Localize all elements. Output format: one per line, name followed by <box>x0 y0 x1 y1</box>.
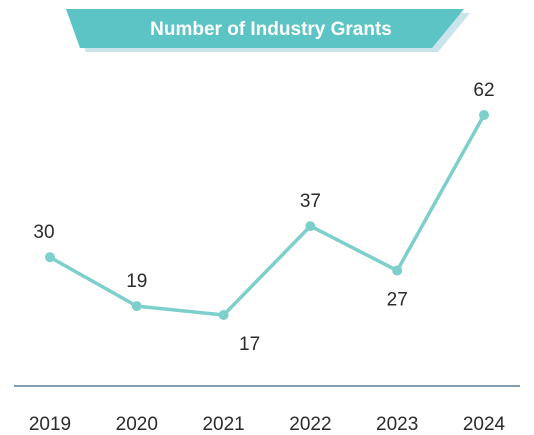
data-label-2023: 27 <box>387 290 408 311</box>
x-tick-label-2020: 2020 <box>116 414 158 435</box>
title-banner: Number of Industry Grants <box>66 9 470 52</box>
chart-title: Number of Industry Grants <box>150 19 392 40</box>
data-label-2020: 19 <box>126 271 147 292</box>
title-banner-shape <box>66 9 464 48</box>
data-label-2022: 37 <box>300 191 321 212</box>
x-tick-label-2023: 2023 <box>376 414 418 435</box>
data-point-2023 <box>392 265 403 276</box>
data-point-2019 <box>45 252 55 263</box>
x-tick-label-2021: 2021 <box>202 414 244 435</box>
data-label-2024: 62 <box>473 80 494 101</box>
series-layer <box>45 110 489 320</box>
data-label-2021: 17 <box>239 334 260 355</box>
x-tick-label-2022: 2022 <box>289 414 331 435</box>
data-labels: 30 19 17 37 27 62 <box>33 80 494 355</box>
data-point-2024 <box>479 110 489 120</box>
data-point-2021 <box>218 310 229 320</box>
series-line <box>48 113 486 317</box>
x-tick-label-2024: 2024 <box>463 414 506 435</box>
x-tick-labels: 2019 2020 2021 2022 2023 2024 <box>29 414 506 435</box>
data-point-2022 <box>305 221 316 232</box>
x-tick-label-2019: 2019 <box>29 414 71 435</box>
data-point-2020 <box>131 301 142 312</box>
data-label-2019: 30 <box>33 222 54 243</box>
